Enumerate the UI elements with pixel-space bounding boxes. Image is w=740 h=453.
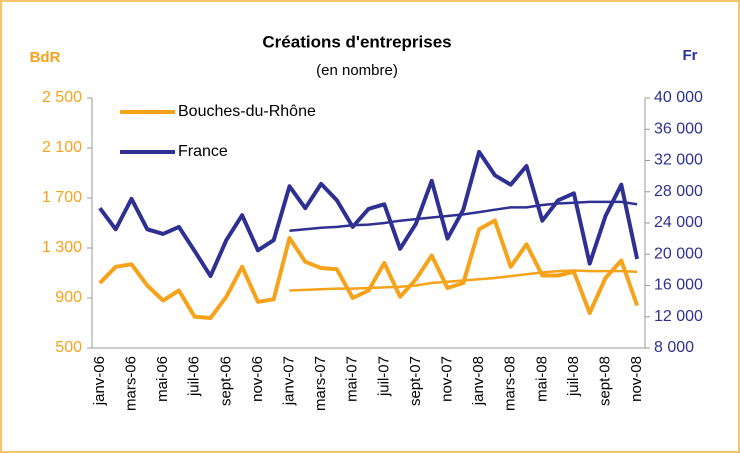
legend-label: France [178, 143, 228, 160]
y-tick-label: 2 100 [42, 139, 82, 156]
x-tick-label: nov-07 [438, 356, 455, 402]
y2-tick-label: 16 000 [654, 277, 703, 294]
y2-tick-label: 32 000 [654, 152, 703, 169]
y2-tick-label: 36 000 [654, 120, 703, 137]
y2-tick-label: 24 000 [654, 214, 703, 231]
x-tick-label: mai-07 [344, 356, 361, 402]
x-tick-label: nov-08 [628, 356, 645, 402]
y2-tick-label: 20 000 [654, 245, 703, 262]
chart-subtitle: (en nombre) [316, 62, 398, 79]
x-tick-label: sept-07 [407, 356, 424, 406]
x-tick-label: juil-06 [186, 356, 203, 397]
y-tick-label: 900 [55, 289, 82, 306]
x-tick-label: mars-06 [122, 356, 139, 411]
x-tick-label: janv-07 [280, 356, 297, 406]
y-tick-label: 1 300 [42, 239, 82, 256]
chart-title: Créations d'entreprises [262, 32, 451, 51]
x-tick-label: mai-06 [154, 356, 171, 402]
y-axis-label: BdR [30, 49, 61, 66]
y2-tick-label: 28 000 [654, 183, 703, 200]
x-tick-label: sept-06 [217, 356, 234, 406]
y2-tick-label: 8 000 [654, 339, 694, 356]
x-tick-label: juil-07 [375, 356, 392, 397]
series-line [98, 218, 639, 320]
y2-tick-label: 40 000 [654, 89, 703, 106]
y-tick-label: 2 500 [42, 89, 82, 106]
series-line [98, 149, 640, 279]
x-tick-label: mai-08 [533, 356, 550, 402]
legend-label: Bouches-du-Rhône [178, 103, 316, 120]
x-tick-label: juil-08 [565, 356, 582, 397]
trend-line [289, 269, 638, 292]
y-tick-label: 1 700 [42, 189, 82, 206]
trend-line [289, 200, 638, 233]
x-tick-label: janv-08 [470, 356, 487, 406]
x-tick-label: mars-08 [502, 356, 519, 411]
x-tick-label: janv-06 [91, 356, 108, 406]
y2-tick-label: 12 000 [654, 308, 703, 325]
x-tick-label: mars-07 [312, 356, 329, 411]
x-tick-label: nov-06 [249, 356, 266, 402]
x-tick-label: sept-08 [596, 356, 613, 406]
y-tick-label: 500 [55, 339, 82, 356]
y2-axis-label: Fr [683, 47, 698, 64]
